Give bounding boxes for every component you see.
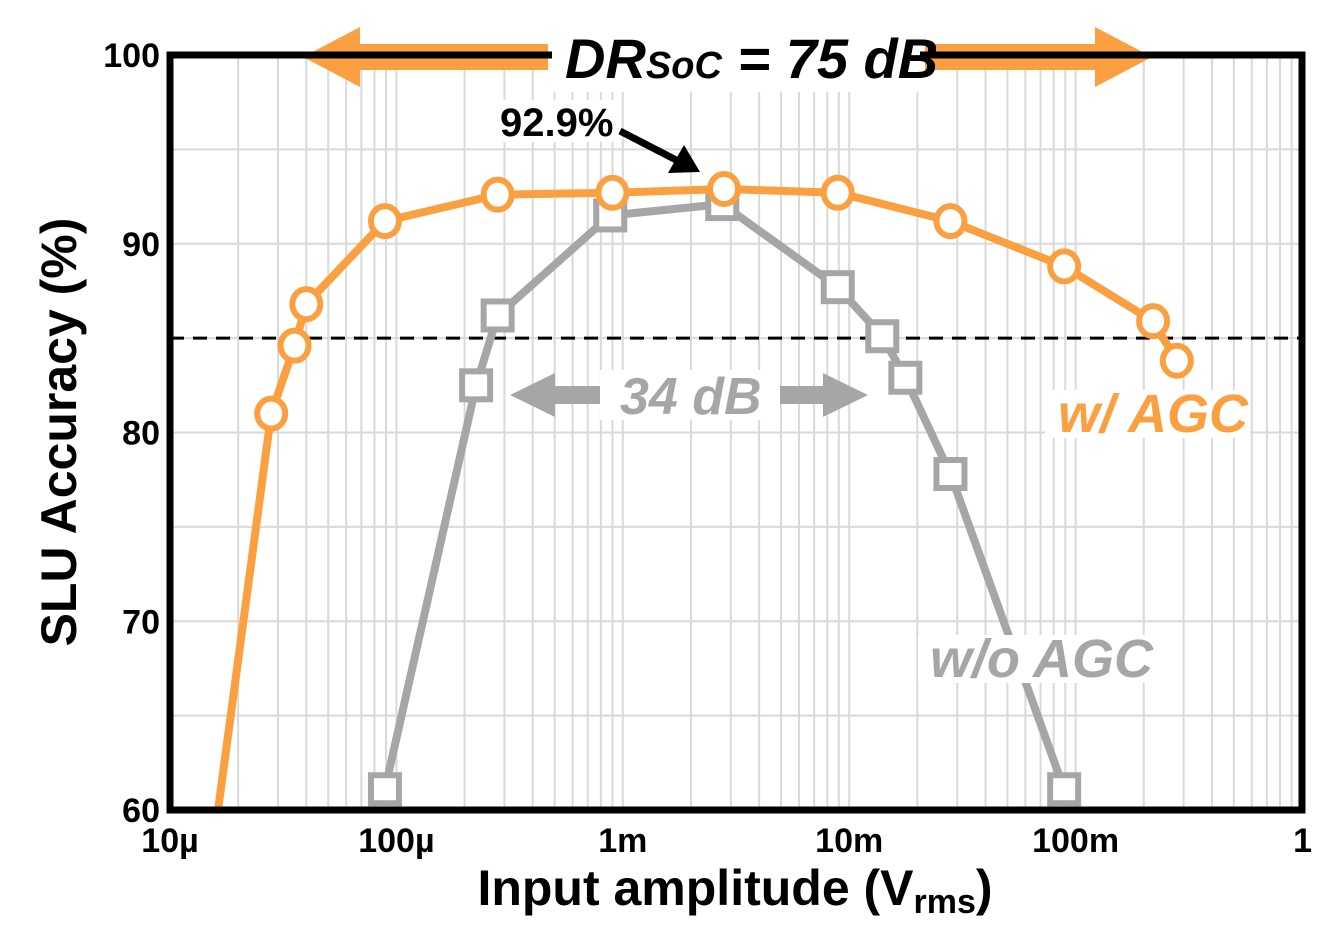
data-point bbox=[865, 319, 900, 354]
x-axis-label-main: Input amplitude (V bbox=[477, 860, 914, 916]
x-axis-label: Input amplitude (Vrms) bbox=[477, 860, 992, 921]
data-point bbox=[367, 203, 402, 240]
x-tick-label: 10m bbox=[815, 822, 883, 860]
y-tick-label: 80 bbox=[122, 415, 160, 453]
range-label-bg bbox=[600, 370, 780, 420]
data-point bbox=[480, 176, 515, 213]
range-label: 34 dB bbox=[620, 368, 762, 426]
data-point bbox=[459, 368, 494, 403]
data-point bbox=[820, 174, 855, 211]
data-point bbox=[1047, 772, 1082, 807]
dr-label-sub: SoC bbox=[646, 45, 723, 87]
dr-label-main: DR bbox=[565, 27, 646, 90]
series-w-o-agc bbox=[367, 187, 1082, 807]
data-point bbox=[595, 174, 630, 211]
x-axis-label-end: ) bbox=[976, 860, 993, 916]
y-axis-label: SLU Accuracy (%) bbox=[31, 218, 87, 647]
data-point bbox=[277, 327, 312, 364]
x-tick-label: 100µ bbox=[358, 822, 434, 860]
data-point bbox=[933, 457, 968, 492]
data-point bbox=[1136, 303, 1171, 340]
tick-labels: 10µ 100µ 1m 10m 100m 1 60 70 80 90 100 bbox=[103, 37, 1312, 860]
data-point bbox=[1159, 342, 1194, 379]
data-point bbox=[820, 270, 855, 305]
peak-arrow bbox=[618, 127, 700, 173]
x-tick-label: 100m bbox=[1032, 822, 1119, 860]
series-layer bbox=[214, 171, 1194, 811]
data-point bbox=[367, 772, 402, 807]
series-w--agc bbox=[214, 171, 1194, 811]
data-point bbox=[254, 395, 289, 432]
range-arrow-34db bbox=[510, 373, 868, 417]
y-tick-label: 70 bbox=[122, 603, 160, 641]
dr-label-value: = 75 dB bbox=[722, 27, 938, 90]
legend-noagc: w/o AGC bbox=[930, 629, 1154, 689]
legend-agc-bg bbox=[1045, 390, 1250, 438]
y-tick-label: 60 bbox=[122, 792, 160, 830]
peak-label-bg bbox=[498, 100, 616, 142]
series-line bbox=[381, 200, 1068, 791]
dr-label-bg bbox=[552, 30, 920, 92]
data-point bbox=[933, 203, 968, 240]
legend-agc: w/ AGC bbox=[1058, 384, 1249, 444]
legend-noagc-bg bbox=[918, 635, 1150, 683]
y-tick-label: 100 bbox=[103, 37, 160, 75]
x-tick-label: 1 bbox=[1293, 822, 1312, 860]
x-tick-label: 1m bbox=[598, 822, 647, 860]
dr-label: DRSoC = 75 dB bbox=[565, 27, 938, 90]
data-point bbox=[289, 286, 324, 323]
data-point bbox=[707, 171, 742, 208]
x-axis-label-sub: rms bbox=[914, 883, 976, 921]
range-arrow-left bbox=[510, 373, 600, 417]
data-point bbox=[1047, 248, 1082, 285]
range-arrow-right bbox=[780, 373, 868, 417]
data-point bbox=[888, 360, 923, 395]
y-tick-label: 90 bbox=[122, 226, 160, 264]
peak-label: 92.9% bbox=[500, 101, 613, 145]
x-tick-label: 10µ bbox=[141, 822, 198, 860]
data-point bbox=[480, 298, 515, 333]
